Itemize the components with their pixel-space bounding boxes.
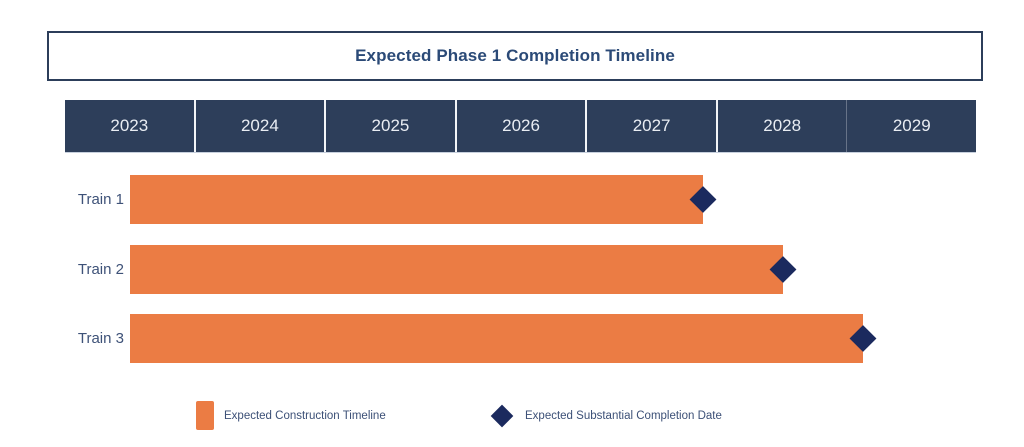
x-axis-band: 2023 2024 2025 2026 2027 2028 2029 xyxy=(65,100,976,153)
construction-bar-train-1 xyxy=(130,175,703,224)
orange-square-icon xyxy=(196,401,214,430)
category-label-train-3: Train 3 xyxy=(77,330,124,347)
construction-bar-train-3 xyxy=(130,314,863,363)
construction-bar-train-2 xyxy=(130,245,784,294)
x-axis-tick-2027: 2027 xyxy=(587,100,718,152)
legend-item-completion: Expected Substantial Completion Date xyxy=(488,400,722,431)
x-axis-tick-2024: 2024 xyxy=(196,100,327,152)
category-label-train-1: Train 1 xyxy=(77,191,124,208)
x-axis-tick-2029: 2029 xyxy=(892,116,931,135)
x-axis-tick-2025: 2025 xyxy=(326,100,457,152)
navy-diamond-icon xyxy=(488,401,515,430)
legend-item-construction: Expected Construction Timeline xyxy=(196,400,386,431)
chart-title-box: Expected Phase 1 Completion Timeline xyxy=(47,31,983,81)
x-axis-tick-2028: 2028 xyxy=(718,100,848,152)
chart-title: Expected Phase 1 Completion Timeline xyxy=(355,46,675,65)
x-axis-tick-2023: 2023 xyxy=(65,100,196,152)
legend-label-construction: Expected Construction Timeline xyxy=(224,409,386,422)
legend-label-completion: Expected Substantial Completion Date xyxy=(525,409,722,422)
category-label-train-2: Train 2 xyxy=(77,261,124,278)
x-axis-tick-2026: 2026 xyxy=(457,100,588,152)
